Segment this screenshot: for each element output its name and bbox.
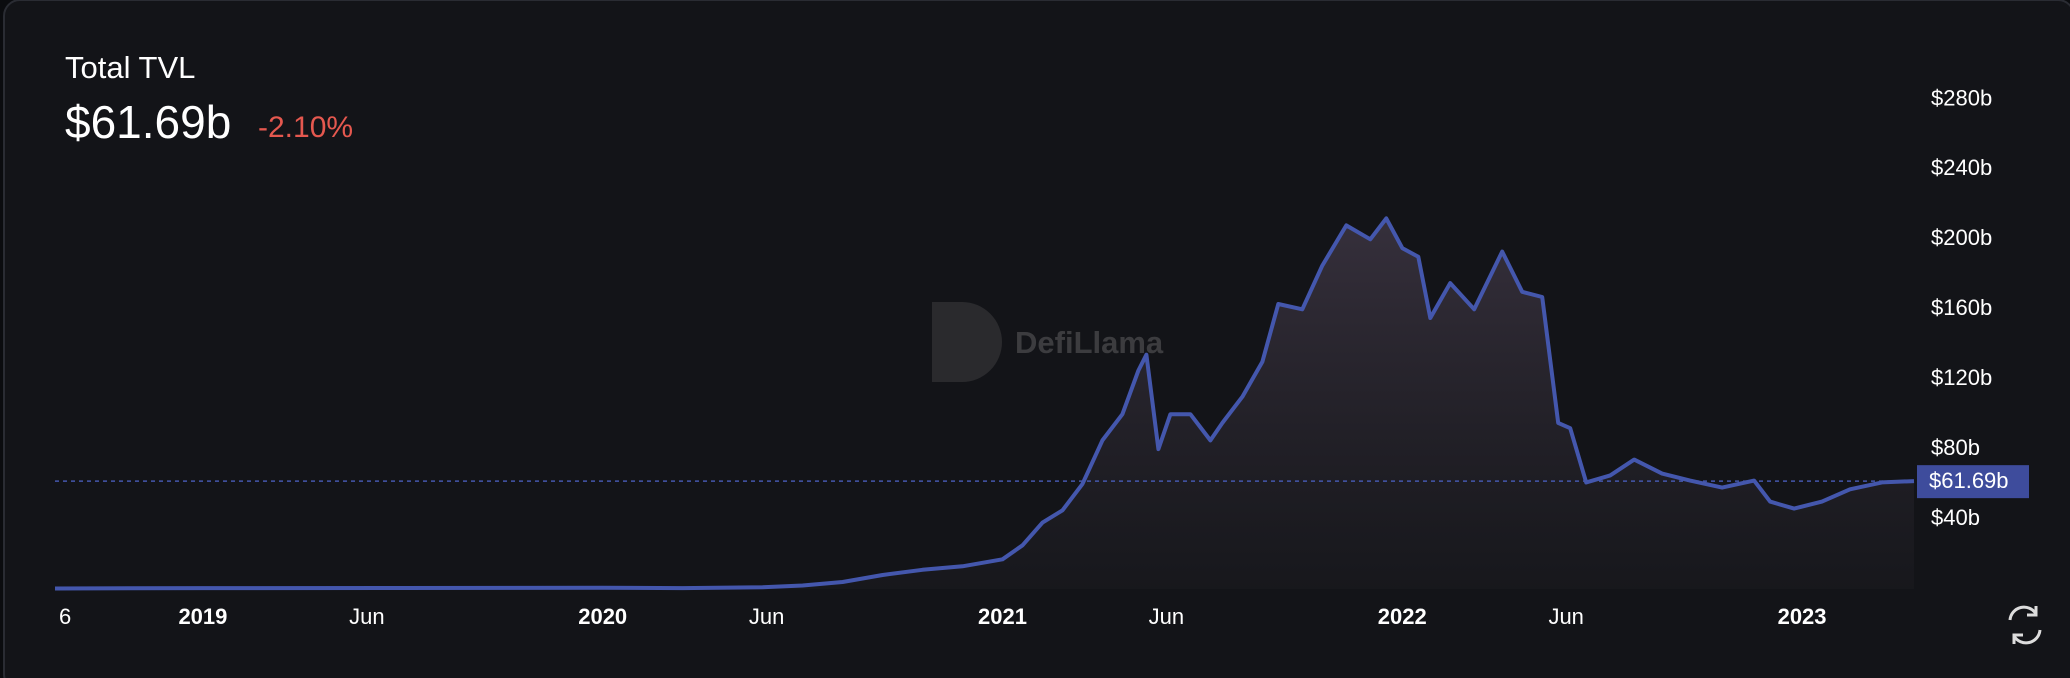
x-tick-label: Jun [1149, 604, 1184, 629]
x-tick-label: Jun [1548, 604, 1583, 629]
x-tick-label: 6 [59, 604, 71, 629]
y-tick-label: $200b [1931, 225, 1992, 250]
x-tick-label: 2023 [1778, 604, 1827, 629]
y-tick-label: $40b [1931, 505, 1980, 530]
y-tick-label: $120b [1931, 365, 1992, 390]
current-badge [1917, 465, 2029, 499]
change: -2.10% [258, 111, 353, 144]
current-label: $61.69b [1929, 468, 2009, 493]
x-tick-label: 2022 [1378, 604, 1427, 629]
y-tick-label: $240b [1931, 155, 1992, 180]
tvl-line [54, 216, 1915, 591]
area-fill [55, 218, 1914, 589]
y-tick-label: $160b [1931, 295, 1992, 320]
watermark: DefiLlama [932, 302, 1164, 382]
refresh-icon[interactable] [2008, 605, 2042, 645]
watermark-text: DefiLlama [1015, 325, 1164, 360]
x-tick-label: 2019 [178, 604, 227, 629]
chart-title: Total TVL [65, 50, 195, 85]
headline-value: $61.69b [65, 96, 231, 148]
y-tick-label: $280b [1931, 85, 1992, 110]
x-tick-label: Jun [749, 604, 784, 629]
x-tick-label: Jun [349, 604, 384, 629]
x-tick-label: 2020 [578, 604, 627, 629]
y-tick-label: $80b [1931, 435, 1980, 460]
x-tick-label: 2021 [978, 604, 1027, 629]
